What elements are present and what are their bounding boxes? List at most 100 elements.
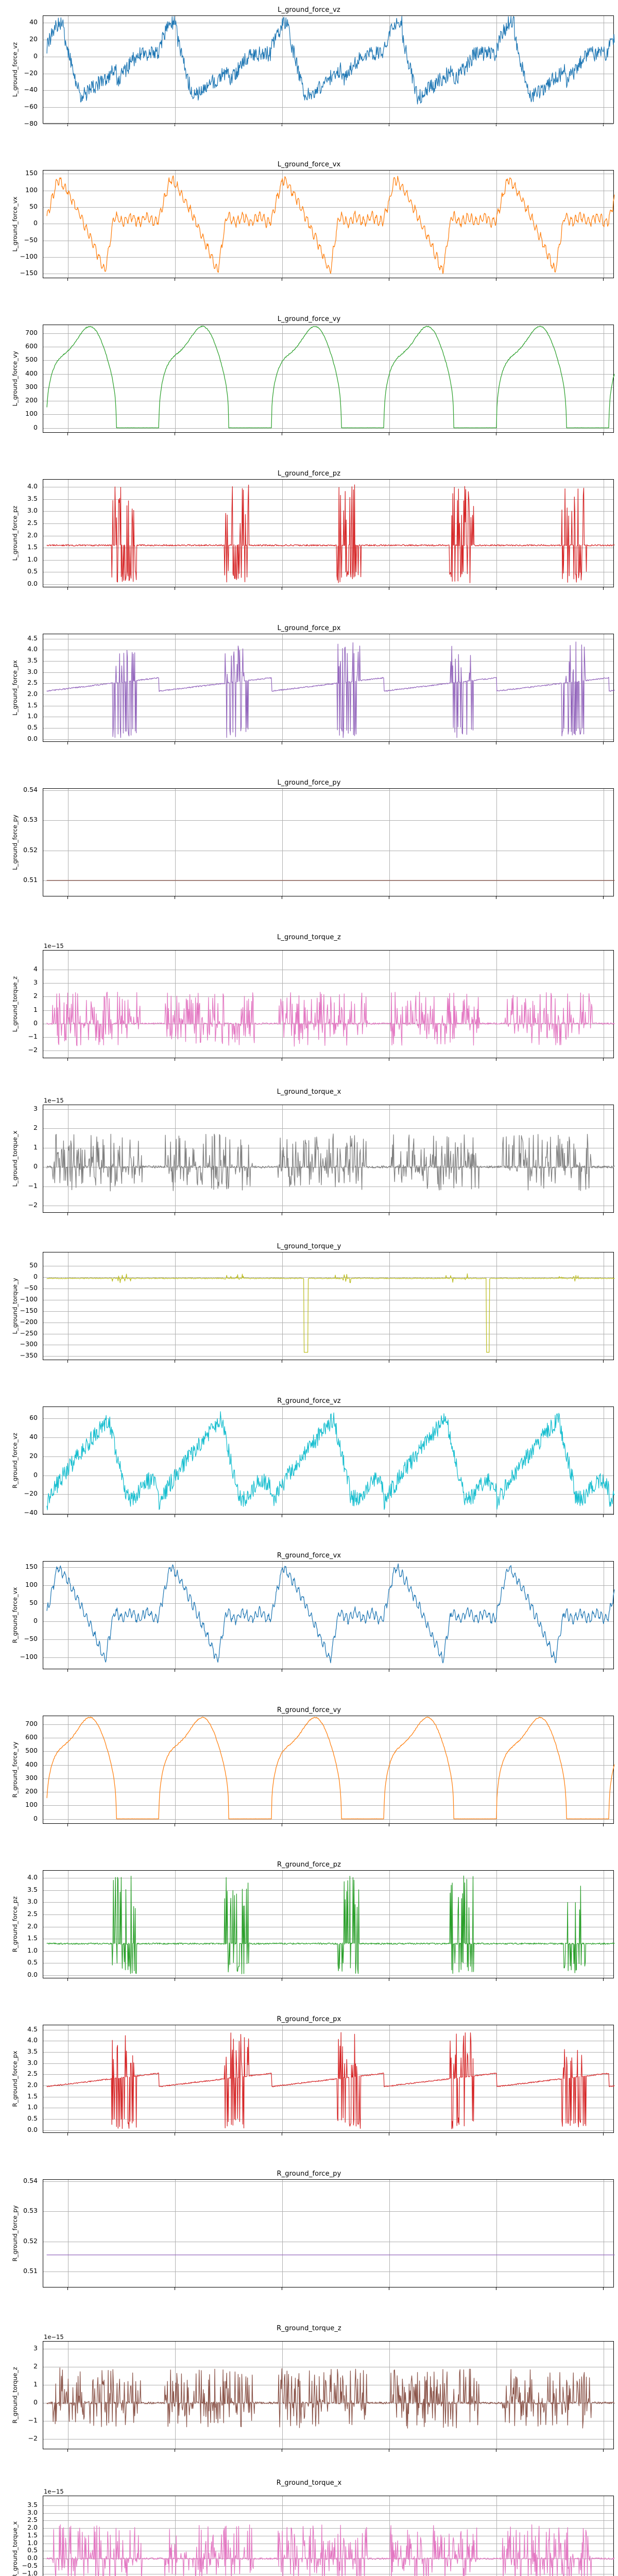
y-tick-label: 0.0: [27, 734, 38, 742]
y-tick-label: 0.5: [27, 1958, 38, 1967]
gridline-vertical: [175, 2496, 176, 2576]
y-tick-label: 3.0: [27, 2508, 38, 2516]
y-axis-label: L_ground_torque_x: [11, 1130, 19, 1187]
gridline-vertical: [496, 2180, 497, 2287]
subplot-title: R_ground_force_vx: [277, 1552, 341, 1560]
x-tick-mark: [67, 742, 68, 744]
y-axis-label: R_ground_force_pz: [11, 1896, 19, 1953]
gridline-horizontal: [43, 1657, 613, 1658]
subplot-title: L_ground_force_vx: [277, 161, 341, 168]
y-tick-label: 600: [25, 1733, 38, 1741]
y-tick-label: 2: [33, 2362, 38, 2370]
y-tick-label: −2: [28, 2434, 38, 2442]
y-tick-label: 60: [29, 1414, 38, 1422]
y-tick-label: 3.5: [27, 2047, 38, 2055]
gridline-horizontal: [43, 1356, 613, 1357]
y-tick-label: 40: [29, 1432, 38, 1440]
plot-area: [43, 2179, 614, 2287]
gridline-horizontal: [43, 1765, 613, 1766]
gridline-horizontal: [43, 360, 613, 361]
gridline-vertical: [389, 1407, 390, 1514]
gridline-horizontal: [43, 2119, 613, 2120]
y-tick-label: −60: [24, 103, 38, 111]
gridline-vertical: [175, 16, 176, 123]
gridline-vertical: [175, 171, 176, 278]
y-tick-label: −250: [20, 1329, 38, 1337]
gridline-horizontal: [43, 414, 613, 415]
subplot-title: L_ground_torque_x: [277, 1088, 341, 1096]
gridline-horizontal: [43, 1778, 613, 1779]
subplot-title: L_ground_force_py: [277, 779, 341, 787]
y-tick-label: 0.5: [27, 2546, 38, 2554]
y-tick-label: −80: [24, 120, 38, 127]
gridline-horizontal: [43, 983, 613, 984]
series-line: [43, 1407, 614, 1515]
gridline-vertical: [175, 951, 176, 1058]
gridline-vertical: [282, 2180, 283, 2287]
gridline-vertical: [389, 480, 390, 587]
gridline-horizontal: [43, 2505, 613, 2506]
gridline-vertical: [389, 1871, 390, 1978]
gridline-horizontal: [43, 374, 613, 375]
gridline-vertical: [389, 1562, 390, 1669]
y-tick-label: 20: [29, 1451, 38, 1460]
y-tick-label: 0.5: [27, 567, 38, 575]
subplot-title: L_ground_torque_y: [277, 1243, 341, 1250]
series-line: [43, 171, 614, 279]
gridline-horizontal: [43, 739, 613, 740]
y-tick-label: 4.0: [27, 2036, 38, 2044]
y-tick-label: 100: [25, 1580, 38, 1588]
gridline-vertical: [389, 951, 390, 1058]
axis-offset-text: 1e−15: [44, 2488, 64, 2495]
y-tick-label: 100: [25, 185, 38, 194]
gridline-horizontal: [43, 1603, 613, 1604]
y-tick-label: 0.51: [23, 875, 38, 884]
y-tick-label: 3.0: [27, 2058, 38, 2066]
y-tick-label: 300: [25, 382, 38, 391]
series-line: [43, 2180, 614, 2288]
gridline-horizontal: [43, 2211, 613, 2212]
gridline-horizontal: [43, 2513, 613, 2514]
y-tick-label: 1: [33, 1143, 38, 1151]
gridline-vertical: [496, 171, 497, 278]
y-tick-label: 4.0: [27, 645, 38, 653]
plot-area: [43, 634, 614, 742]
y-tick-label: 150: [25, 169, 38, 177]
plot-area: [43, 1870, 614, 1978]
y-tick-label: 3.5: [27, 656, 38, 664]
plot-area: [43, 1105, 614, 1213]
y-axis-label: R_ground_force_vx: [11, 1587, 19, 1643]
gridline-horizontal: [43, 996, 613, 997]
gridline-vertical: [175, 325, 176, 432]
y-tick-label: 1.5: [27, 2092, 38, 2100]
x-tick-mark: [67, 2449, 68, 2452]
y-axis-label: R_ground_torque_x: [11, 2521, 19, 2576]
y-tick-label: 2.0: [27, 2080, 38, 2089]
series-line: [43, 789, 614, 897]
gridline-vertical: [496, 2496, 497, 2576]
y-tick-label: 2.0: [27, 1922, 38, 1930]
series-line: [43, 2025, 614, 2133]
y-tick-label: 0.0: [27, 579, 38, 587]
x-tick-mark: [67, 278, 68, 281]
gridline-vertical: [389, 789, 390, 896]
x-tick-mark: [603, 2449, 604, 2452]
gridline-horizontal: [43, 107, 613, 108]
gridline-horizontal: [43, 1902, 613, 1903]
x-tick-mark: [603, 278, 604, 281]
y-tick-label: 400: [25, 369, 38, 377]
y-tick-label: 0.0: [27, 2554, 38, 2562]
gridline-horizontal: [43, 1914, 613, 1915]
y-axis-label: L_ground_force_vz: [11, 42, 19, 97]
y-axis-label: L_ground_torque_y: [11, 1278, 19, 1334]
gridline-horizontal: [43, 1585, 613, 1586]
y-tick-label: −150: [20, 1306, 38, 1314]
x-tick-mark: [67, 1360, 68, 1363]
y-tick-label: 3: [33, 978, 38, 986]
y-tick-label: −200: [20, 1317, 38, 1326]
axis-offset-text: 1e−15: [44, 2333, 64, 2341]
y-tick-label: −1: [28, 1032, 38, 1040]
subplot-title: L_ground_torque_z: [277, 934, 341, 941]
y-tick-label: 4.5: [27, 2025, 38, 2033]
